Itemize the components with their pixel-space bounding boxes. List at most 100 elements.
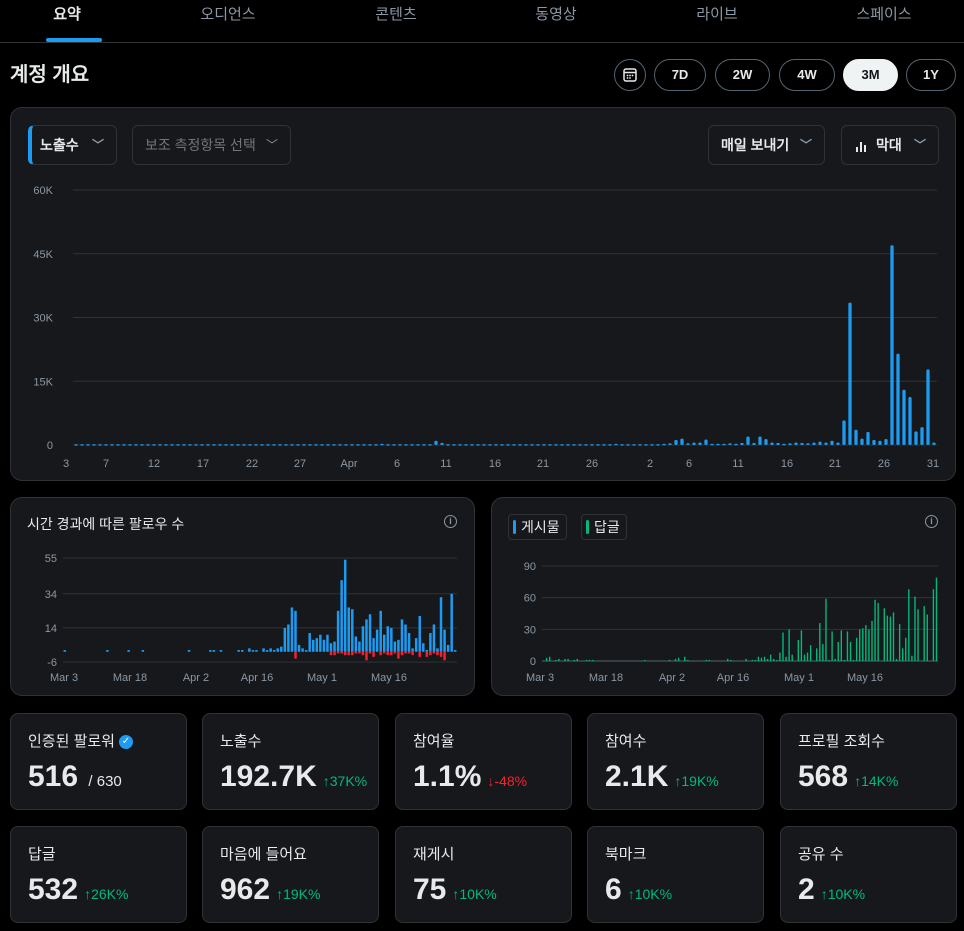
chart-bar [380,443,384,446]
chart-bar [806,443,810,445]
range-4w-button[interactable]: 4W [779,59,835,91]
calendar-button[interactable] [614,59,646,91]
chart-bar [344,444,348,446]
chart-bar [680,438,684,445]
chart-bar [883,608,885,661]
chart-bar [656,444,660,446]
chart-bar-negative [411,651,414,656]
chart-bar [386,626,390,652]
chart-bar [842,420,846,445]
chart-bar [764,439,768,445]
chart-bar [877,602,879,661]
chart-bar [763,656,766,661]
chart-bar-negative [407,651,411,654]
y-tick-label: 60 [524,593,536,605]
chart-bar-negative [365,651,368,661]
chart-bar [852,659,855,661]
chart-bar [788,629,790,661]
tab-live[interactable]: 라이브 [696,6,738,23]
chart-bar [200,444,204,446]
export-daily-select[interactable]: 매일 보내기 ﹀ [708,125,825,165]
info-icon[interactable]: i [444,515,457,528]
chart-bar [476,444,480,446]
chart-bar [902,389,906,445]
chart-bar [266,444,270,446]
chart-bar [584,444,588,446]
chart-bar [358,641,361,652]
chart-bar [414,638,418,652]
x-tick-label: May 1 [784,672,814,684]
chart-bar [766,658,769,661]
x-tick-label: Apr 16 [717,672,749,684]
stat-delta: ↑19K% [674,773,719,789]
chart-type-select[interactable]: 막대 ﹀ [841,125,939,165]
chart-bar [182,444,186,446]
stat-card-verified-followers: 인증된 팔로워 ✓ 516 / 630 [10,713,187,810]
stat-card-reposts: 재게시 75 ↑10K% [395,826,572,923]
stat-label: 노출수 [220,733,262,750]
range-3m-button[interactable]: 3M [843,59,898,91]
chart-bar [314,444,318,446]
x-tick-label: 11 [732,458,743,470]
chart-bar [803,654,806,661]
chart-bar [294,610,297,652]
legend-posts[interactable]: 게시물 [508,514,567,540]
metric-select[interactable]: 노출수 ﹀ [28,125,117,165]
y-tick-label: 30 [524,624,536,636]
chart-bar [315,638,319,652]
chart-bar [482,444,486,446]
chart-bar [914,431,918,445]
chart-bar [248,648,251,652]
stat-value: 2 ↑10K% [798,873,866,906]
chart-bar [429,633,432,652]
chart-bar [626,444,630,446]
chart-bar [116,444,120,446]
range-7d-button[interactable]: 7D [654,59,706,91]
legend-replies[interactable]: 답글 [581,514,627,540]
followers-bar-chart: 55 34 14 -6 Mar 3 Mar 18 Apr 2 Apr 16 May 1 May 1… [45,553,457,684]
chart-bar [319,634,322,652]
info-icon[interactable]: i [925,515,938,528]
chart-bar-negative [429,651,432,656]
chart-bar [374,444,378,446]
chart-bar [892,612,895,661]
chart-bar-negative [425,651,429,657]
stat-value: 1.1% ↓-48% [413,760,528,793]
tab-spaces[interactable]: 스페이스 [856,6,912,23]
chart-bar [889,616,892,661]
y-tick-label: 0 [47,440,53,452]
chart-bar [470,444,474,446]
chart-bar [255,650,258,652]
chart-bar-negative [436,651,439,656]
chart-bar [895,658,898,661]
secondary-metric-select[interactable]: 보조 측정항목 선택 ﹀ [132,125,291,165]
chart-bar [932,589,935,661]
chart-bar [284,444,288,446]
chart-bar [722,443,726,446]
tab-video[interactable]: 동영상 [535,6,577,23]
impressions-chart-panel: 노출수 ﹀ 보조 측정항목 선택 ﹀ 매일 보내기 ﹀ 막대 ﹀ 0 15K 30K 45K 6… [10,107,956,481]
x-tick-label: May 16 [847,672,883,684]
chart-bar [494,444,498,446]
chart-bar [248,444,252,446]
chart-bar [524,444,528,446]
chart-bar [560,444,564,446]
tab-summary[interactable]: 요약 [7,0,127,42]
tab-content[interactable]: 콘텐츠 [375,6,417,23]
stat-delta: ↑10K% [452,886,497,902]
chart-bar [283,627,287,652]
chart-bar-negative [393,651,397,654]
range-1y-button[interactable]: 1Y [906,59,956,91]
chart-bar [745,658,747,661]
chart-bar [932,442,936,445]
tab-audience[interactable]: 오디언스 [200,6,256,23]
x-tick-label: Apr 16 [241,672,273,684]
x-tick-label: Apr 2 [659,672,685,684]
chart-bar [379,610,382,652]
verified-badge-icon: ✓ [118,735,133,750]
x-tick-label: 31 [927,458,939,470]
x-tick-label: Apr 2 [183,672,209,684]
chart-bar [734,443,738,446]
stat-value: 2.1K ↑19K% [605,760,719,793]
range-2w-button[interactable]: 2W [715,59,770,91]
